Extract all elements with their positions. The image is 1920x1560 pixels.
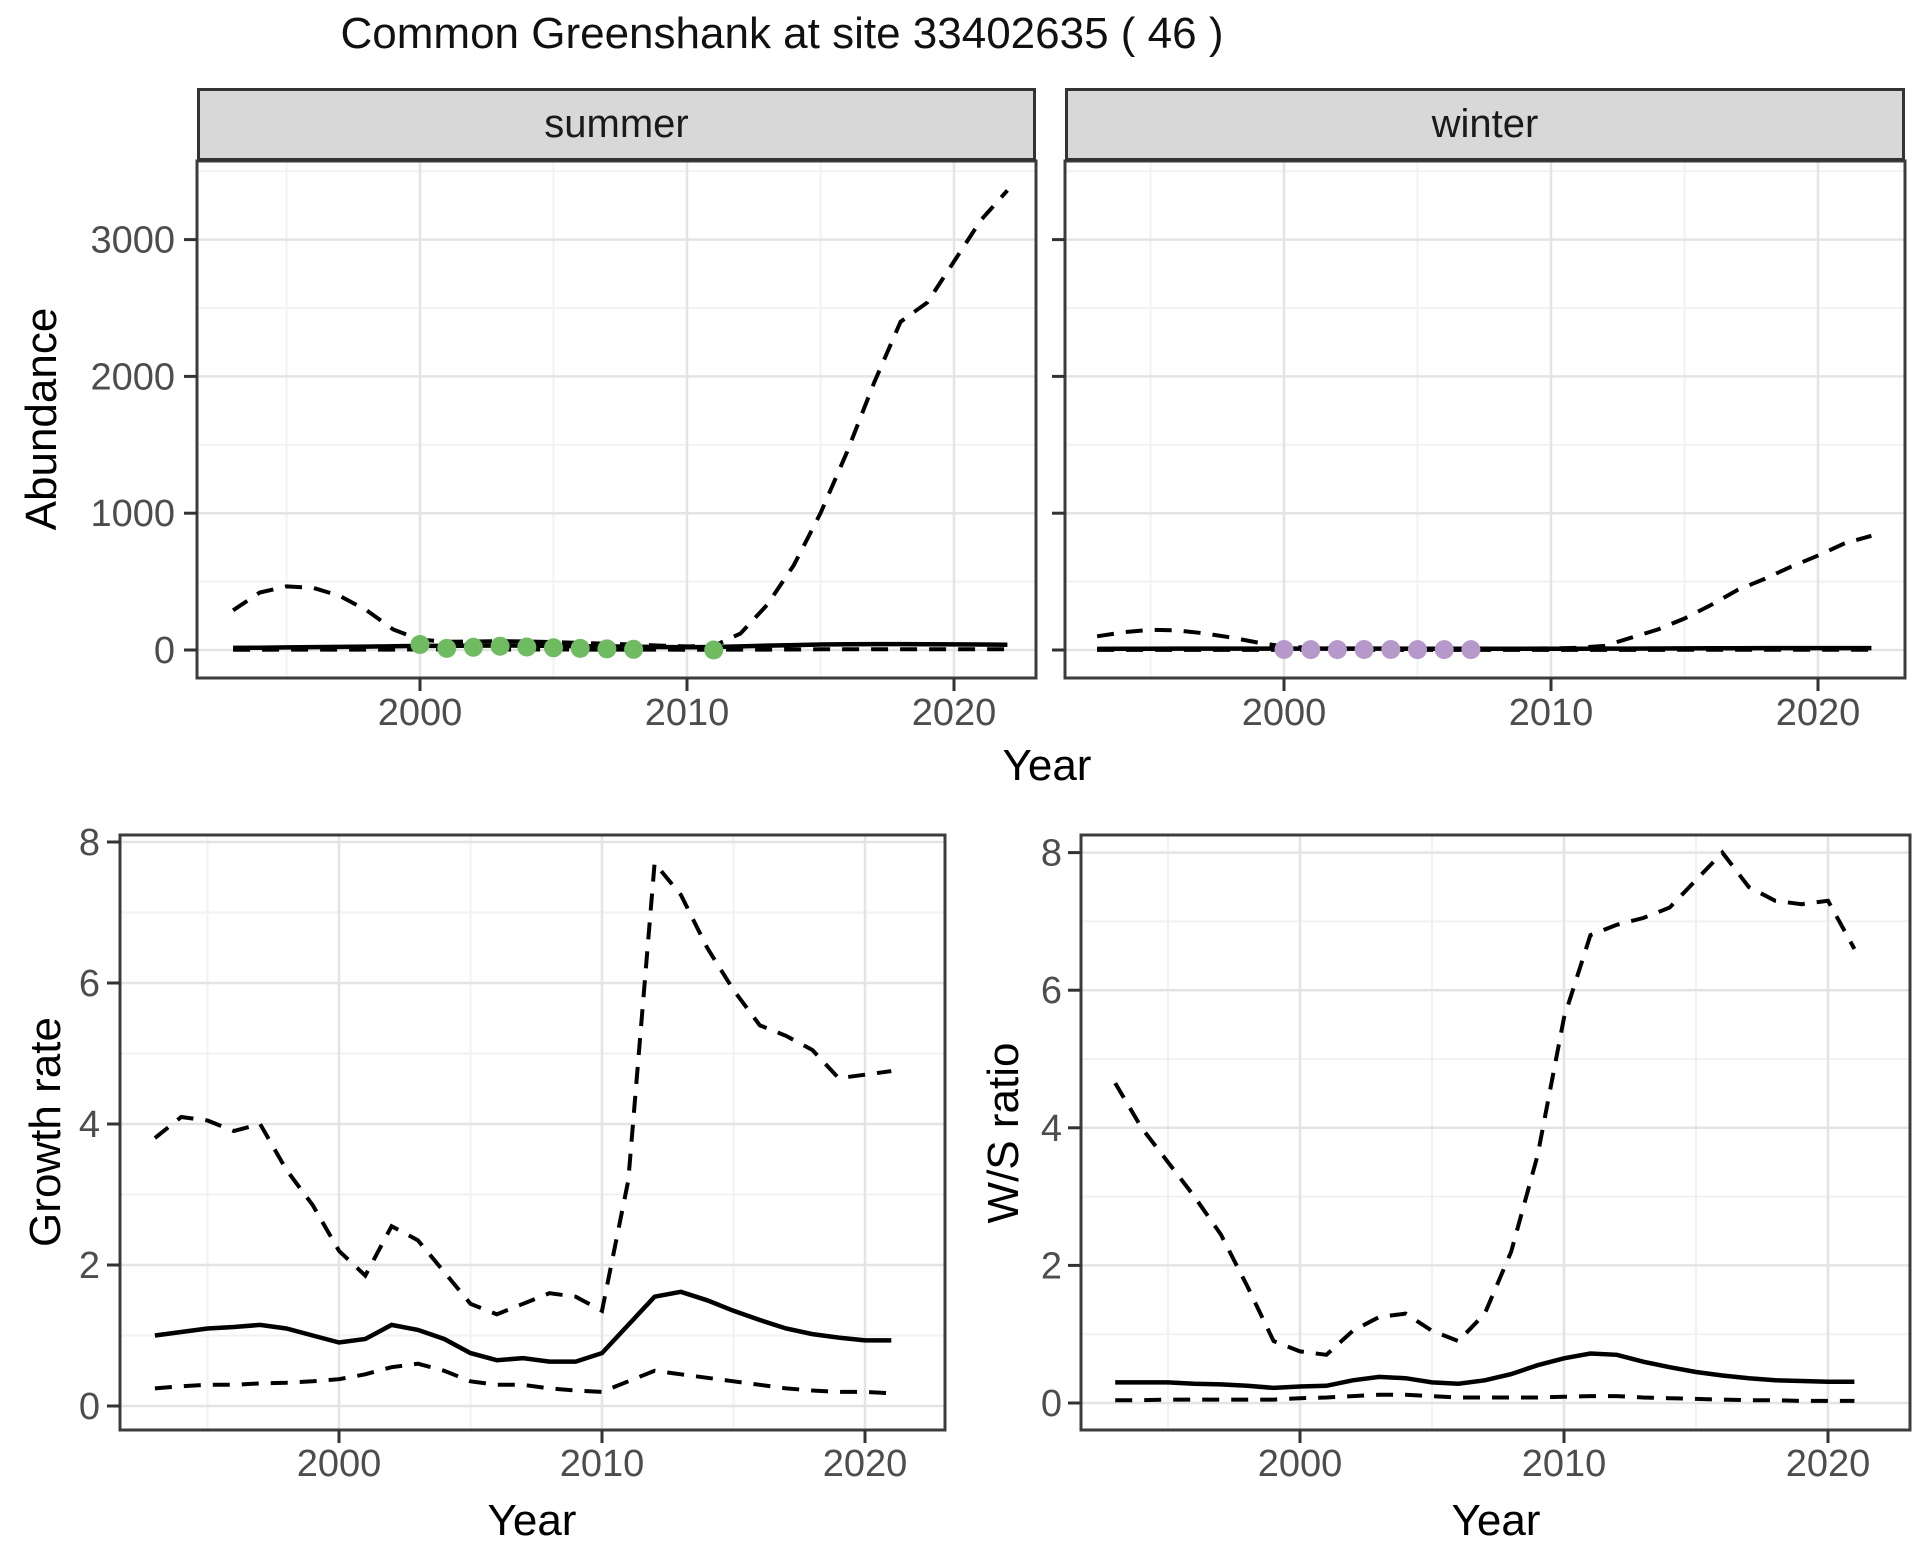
data-point-observed_counts_summer	[704, 640, 724, 660]
x-tick-label: 2020	[1786, 1443, 1871, 1485]
y-tick-label: 0	[79, 1386, 100, 1428]
panel-border	[118, 833, 947, 1432]
data-point-observed_counts_summer	[437, 638, 457, 658]
y-tick-label: 8	[1041, 833, 1062, 875]
data-point-observed_counts_summer	[463, 637, 483, 657]
data-point-observed_counts_winter	[1381, 640, 1401, 659]
x-tick-label: 2010	[1522, 1443, 1607, 1485]
panel-ws_ratio: 2000 2010 2020 0 2 4 6 8	[1041, 833, 1912, 1485]
data-point-observed_counts_summer	[410, 635, 430, 654]
y-tick-label: 3000	[90, 220, 175, 262]
x-axis-title-ws-ratio: Year	[1451, 1496, 1541, 1545]
y-tick-label: 0	[1041, 1383, 1062, 1425]
data-point-observed_counts_winter	[1274, 640, 1294, 659]
x-tick-label: 2020	[1776, 692, 1861, 734]
y-tick-label: 0	[154, 630, 175, 672]
y-tick-label: 2	[1041, 1245, 1062, 1287]
data-point-observed_counts_summer	[570, 638, 590, 658]
data-point-observed_counts_winter	[1354, 640, 1374, 659]
y-tick-label: 2	[79, 1245, 100, 1287]
data-point-observed_counts_summer	[517, 637, 537, 657]
data-point-observed_counts_summer	[597, 639, 617, 659]
data-point-observed_counts_winter	[1434, 640, 1454, 660]
x-tick-label: 2020	[823, 1443, 908, 1485]
panel-abundance_winter: 2000 2010 2020	[1052, 159, 1907, 734]
panel-growth_rate: 2000 2010 2020 0 2 4 6 8	[79, 822, 947, 1485]
data-point-observed_counts_winter	[1408, 640, 1427, 660]
series-abundance_summer-lower_95ci	[233, 647, 1008, 652]
chart-title: Common Greenshank at site 33402635 ( 46 …	[340, 9, 1224, 58]
x-tick-label: 2020	[912, 692, 997, 734]
panel-background	[120, 835, 945, 1430]
panel-border	[1063, 159, 1907, 680]
x-axis-title-top: Year	[1002, 741, 1092, 790]
panel-abundance_summer: 2000 2010 2020 0 1000 2000 3000	[90, 159, 1038, 734]
y-tick-label: 4	[79, 1104, 100, 1146]
x-tick-label: 2000	[297, 1443, 382, 1485]
y-tick-label: 1000	[90, 493, 175, 535]
facet-strip-summer: summer	[197, 88, 1036, 161]
series-growth_rate-fitted	[154, 1289, 892, 1364]
facet-strip-winter: winter	[1065, 88, 1905, 161]
y-axis-title-growth-rate: Growth rate	[21, 1017, 70, 1247]
facet-label-winter: winter	[1431, 102, 1539, 146]
y-tick-label: 6	[1041, 970, 1062, 1012]
y-axis-title-ws-ratio: W/S ratio	[979, 1042, 1028, 1224]
facet-label-summer: summer	[544, 102, 689, 146]
data-point-observed_counts_summer	[624, 639, 644, 659]
x-tick-label: 2010	[645, 692, 730, 734]
panel-border	[195, 159, 1038, 680]
data-point-observed_counts_summer	[490, 636, 510, 656]
y-axis-title-abundance: Abundance	[17, 307, 66, 531]
data-point-observed_counts_winter	[1301, 640, 1321, 660]
panel-background	[197, 161, 1036, 678]
panel-background	[1081, 835, 1910, 1430]
y-tick-label: 2000	[90, 356, 175, 398]
panel-background	[1065, 161, 1905, 678]
series-abundance_summer-fitted	[233, 641, 1008, 651]
x-axis-title-growth-rate: Year	[487, 1496, 577, 1545]
x-tick-label: 2010	[560, 1443, 645, 1485]
series-abundance_summer-upper_95ci	[231, 189, 1009, 649]
data-point-observed_counts_summer	[544, 638, 563, 658]
panel-border	[1079, 833, 1912, 1432]
series-ws_ratio-fitted	[1115, 1351, 1855, 1391]
series-ws_ratio-lower_95ci	[1115, 1392, 1855, 1403]
y-tick-label: 4	[1041, 1108, 1062, 1150]
series-ws_ratio-upper_95ci	[1113, 849, 1857, 1357]
y-tick-label: 8	[79, 822, 100, 864]
series-growth_rate-lower_95ci	[154, 1361, 892, 1396]
x-tick-label: 2000	[1242, 692, 1327, 734]
data-point-observed_counts_winter	[1461, 640, 1481, 660]
y-tick-label: 6	[79, 963, 100, 1005]
x-tick-label: 2010	[1509, 692, 1594, 734]
x-tick-label: 2000	[378, 692, 463, 734]
data-point-observed_counts_winter	[1327, 640, 1347, 660]
x-tick-label: 2000	[1258, 1443, 1343, 1485]
series-growth_rate-upper_95ci	[153, 858, 892, 1317]
